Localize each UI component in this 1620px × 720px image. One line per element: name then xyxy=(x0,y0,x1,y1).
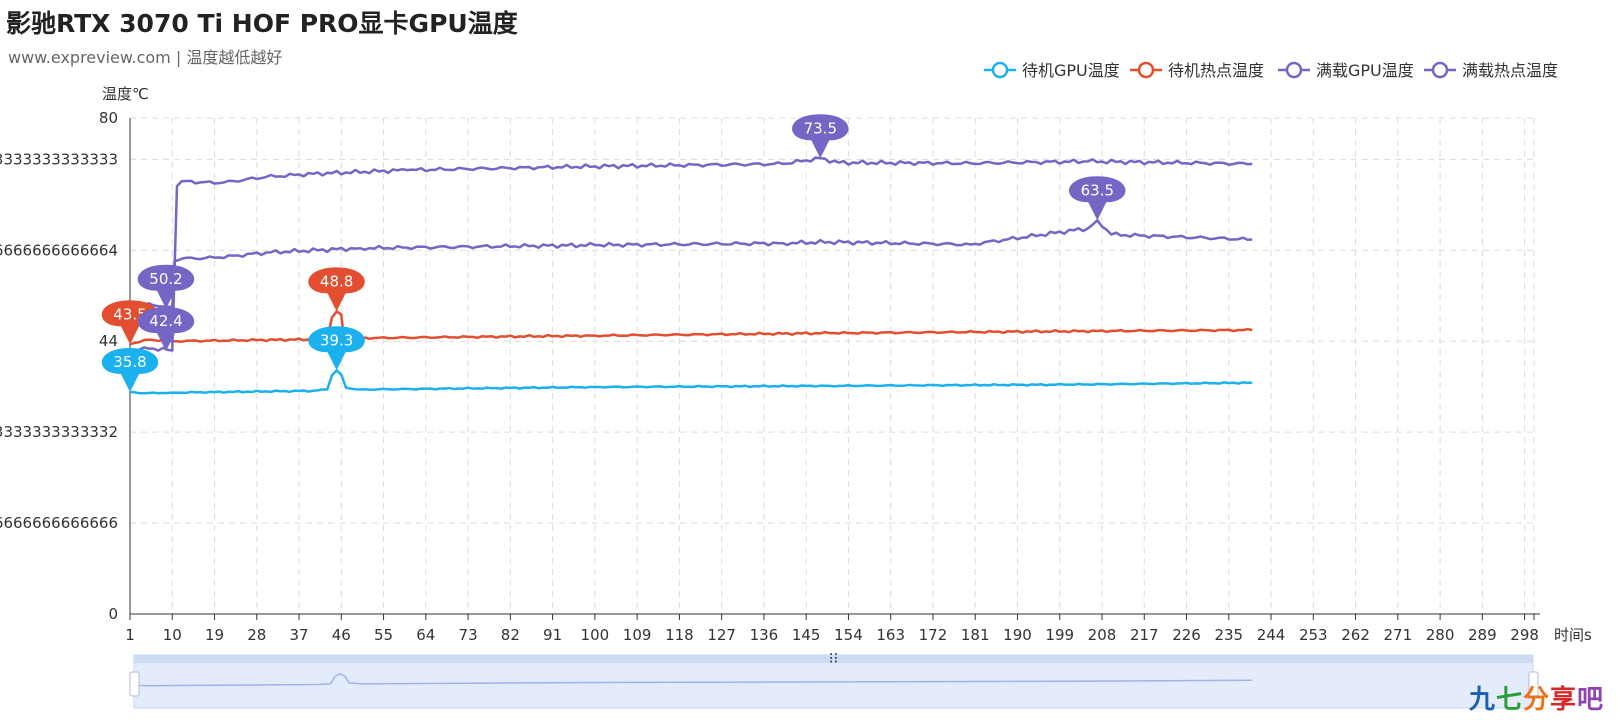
pin-value-label: 35.8 xyxy=(113,353,146,371)
x-tick-label: 163 xyxy=(876,626,905,644)
data-zoom-slider: ⁝⁝ xyxy=(129,649,1539,709)
legend-item: 满载热点温度 xyxy=(1424,61,1558,80)
data-zoom-move-handle: ⁝⁝ xyxy=(829,649,839,667)
x-tick-label: 82 xyxy=(501,626,520,644)
data-label-pin: 50.2 xyxy=(137,264,195,309)
legend-label: 待机热点温度 xyxy=(1168,61,1264,80)
x-tick-label: 73 xyxy=(459,626,478,644)
legend: 待机GPU温度 待机热点温度 满载GPU温度 满载热点温度 xyxy=(984,61,1558,80)
y-tick-label: 44 xyxy=(99,332,118,350)
y-tick-label: 58.666666666666664 xyxy=(0,241,118,259)
x-tick-label: 1 xyxy=(125,626,135,644)
x-tick-label: 46 xyxy=(332,626,351,644)
x-tick-label: 154 xyxy=(834,626,863,644)
x-tick-label: 289 xyxy=(1468,626,1497,644)
watermark-char: 享 xyxy=(1549,685,1577,715)
x-tick-label: 253 xyxy=(1299,626,1328,644)
pin-shape xyxy=(1069,176,1126,221)
x-tick-label: 235 xyxy=(1214,626,1243,644)
x-tick-label: 109 xyxy=(623,626,652,644)
pin-shape xyxy=(137,307,195,352)
y-tick-label: 80 xyxy=(99,109,118,127)
y-tick-label: 29.333333333333332 xyxy=(0,423,118,441)
x-tick-label: 208 xyxy=(1088,626,1117,644)
data-label-pin: 48.8 xyxy=(308,267,365,312)
x-tick-label: 217 xyxy=(1130,626,1159,644)
y-tick-label: 14.666666666666666 xyxy=(0,514,118,532)
data-label-pin: 73.5 xyxy=(792,114,849,159)
x-tick-label: 55 xyxy=(374,626,393,644)
y-tick-label: 0 xyxy=(108,605,118,623)
x-tick-label: 136 xyxy=(750,626,779,644)
data-zoom-preview-line xyxy=(133,672,1253,687)
series-line xyxy=(129,310,1253,346)
x-tick-label: 298 xyxy=(1510,626,1539,644)
series-line xyxy=(129,156,1253,353)
data-label-pin: 39.3 xyxy=(308,326,365,371)
watermark-char: 分 xyxy=(1522,685,1550,715)
legend-label: 满载GPU温度 xyxy=(1316,61,1414,80)
legend-marker xyxy=(1137,61,1155,79)
x-tick-label: 37 xyxy=(289,626,308,644)
data-label-pin: 35.8 xyxy=(101,348,159,392)
legend-item: 待机热点温度 xyxy=(1130,61,1264,80)
x-tick-label: 64 xyxy=(416,626,435,644)
x-tick-label: 262 xyxy=(1341,626,1370,644)
y-axis-title: 温度℃ xyxy=(102,85,149,103)
legend-marker xyxy=(991,61,1009,79)
x-tick-label: 172 xyxy=(919,626,948,644)
watermark-logo: 九七分享吧 xyxy=(1469,679,1604,716)
pin-value-label: 73.5 xyxy=(804,119,837,137)
pin-value-label: 48.8 xyxy=(320,272,353,290)
pin-shape xyxy=(137,264,195,309)
legend-label: 待机GPU温度 xyxy=(1022,61,1120,80)
pin-value-label: 42.4 xyxy=(149,312,182,330)
pin-shape xyxy=(101,300,159,345)
x-tick-label: 145 xyxy=(792,626,821,644)
data-label-pin: 42.4 xyxy=(137,307,195,352)
series-line xyxy=(129,369,1253,395)
x-tick-label: 91 xyxy=(543,626,562,644)
x-tick-label: 10 xyxy=(163,626,182,644)
x-axis-title: 时间s xyxy=(1554,626,1592,644)
legend-item: 满载GPU温度 xyxy=(1278,61,1414,80)
data-zoom-range-bar xyxy=(134,655,1533,663)
legend-label: 满载热点温度 xyxy=(1462,61,1558,80)
data-zoom-right-handle xyxy=(1528,671,1539,697)
watermark-char: 七 xyxy=(1495,685,1523,715)
chart-title: 影驰RTX 3070 Ti HOF PRO显卡GPU温度 xyxy=(6,9,518,38)
x-tick-label: 280 xyxy=(1426,626,1455,644)
legend-item: 待机GPU温度 xyxy=(984,61,1120,80)
x-tick-label: 127 xyxy=(707,626,736,644)
x-tick-label: 19 xyxy=(205,626,224,644)
x-tick-label: 190 xyxy=(1003,626,1032,644)
grid-lines xyxy=(130,117,1535,614)
x-tick-label: 118 xyxy=(665,626,694,644)
x-tick-label: 226 xyxy=(1172,626,1201,644)
series-line xyxy=(129,219,1253,309)
pin-shape xyxy=(101,348,159,392)
watermark-char: 吧 xyxy=(1576,685,1604,715)
pin-value-label: 39.3 xyxy=(320,331,353,349)
x-tick-label: 28 xyxy=(247,626,266,644)
legend-marker xyxy=(1285,61,1303,79)
data-label-pin: 63.5 xyxy=(1069,176,1126,221)
pin-shape xyxy=(308,267,365,312)
x-tick-label: 244 xyxy=(1257,626,1286,644)
pin-value-label: 50.2 xyxy=(149,270,182,288)
pin-shape xyxy=(308,326,365,371)
data-zoom-left-handle xyxy=(129,671,140,697)
x-tick-label: 271 xyxy=(1384,626,1413,644)
pin-shape xyxy=(792,114,849,159)
x-tick-label: 181 xyxy=(961,626,990,644)
x-tick-label: 199 xyxy=(1045,626,1074,644)
pin-value-label: 63.5 xyxy=(1081,181,1114,199)
legend-marker xyxy=(1431,61,1449,79)
chart-subtitle: www.expreview.com | 温度越低越好 xyxy=(8,48,283,67)
watermark-char: 九 xyxy=(1468,685,1496,715)
y-tick-label: 73.33333333333333 xyxy=(0,150,118,168)
x-tick-label: 100 xyxy=(581,626,610,644)
